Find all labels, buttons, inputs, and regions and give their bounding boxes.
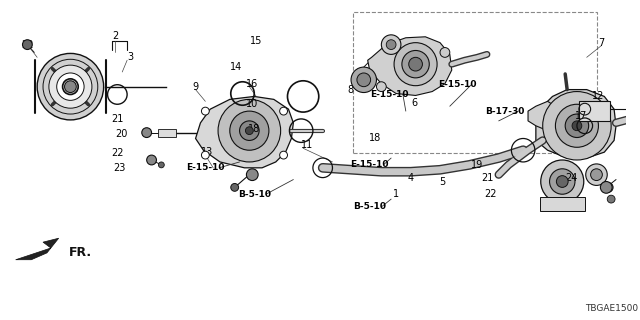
Polygon shape: [528, 101, 556, 131]
Circle shape: [245, 127, 253, 135]
Circle shape: [280, 151, 287, 159]
Circle shape: [543, 92, 611, 160]
Polygon shape: [15, 238, 59, 260]
Circle shape: [409, 57, 422, 71]
Text: 11: 11: [301, 140, 313, 150]
Circle shape: [556, 104, 598, 147]
Text: 1: 1: [393, 189, 399, 199]
Circle shape: [440, 48, 450, 57]
Polygon shape: [196, 96, 293, 168]
Circle shape: [394, 43, 437, 86]
Circle shape: [387, 40, 396, 50]
Text: 18: 18: [248, 124, 260, 134]
Text: B-17-30: B-17-30: [485, 107, 524, 116]
Circle shape: [381, 35, 401, 54]
Circle shape: [147, 155, 156, 165]
Circle shape: [376, 82, 387, 92]
Text: 12: 12: [592, 92, 605, 101]
Text: E-15-10: E-15-10: [350, 160, 389, 169]
Text: B-5-10: B-5-10: [237, 190, 271, 199]
Text: FR.: FR.: [68, 246, 92, 260]
Text: 10: 10: [246, 99, 259, 109]
Text: E-15-10: E-15-10: [370, 90, 408, 99]
Bar: [579, 101, 610, 121]
Text: 21: 21: [481, 172, 493, 183]
Text: 2: 2: [112, 31, 118, 41]
Text: E-15-10: E-15-10: [438, 80, 477, 89]
Text: 7: 7: [598, 38, 605, 48]
Text: 22: 22: [21, 40, 34, 50]
Text: 17: 17: [575, 111, 587, 121]
Circle shape: [572, 121, 582, 131]
Bar: [159, 129, 176, 137]
Text: 13: 13: [201, 147, 213, 157]
Circle shape: [550, 169, 575, 194]
Circle shape: [591, 169, 602, 180]
Circle shape: [565, 114, 589, 138]
Circle shape: [280, 107, 287, 115]
Circle shape: [357, 73, 371, 87]
Text: 5: 5: [439, 178, 445, 188]
Circle shape: [541, 160, 584, 203]
Text: 6: 6: [412, 98, 418, 108]
Text: 22: 22: [484, 189, 497, 199]
Text: E-15-10: E-15-10: [186, 163, 225, 172]
Circle shape: [202, 107, 209, 115]
Circle shape: [231, 183, 239, 191]
Text: 15: 15: [250, 36, 262, 46]
Text: 20: 20: [115, 129, 127, 139]
Polygon shape: [367, 37, 452, 95]
Circle shape: [49, 65, 92, 108]
Circle shape: [57, 73, 84, 100]
Text: 3: 3: [127, 52, 133, 62]
Circle shape: [604, 182, 613, 192]
Circle shape: [239, 121, 259, 140]
Circle shape: [22, 40, 32, 50]
Circle shape: [351, 67, 376, 92]
Circle shape: [63, 79, 78, 94]
Text: 18: 18: [369, 133, 381, 143]
Polygon shape: [536, 90, 616, 158]
Circle shape: [246, 169, 258, 180]
Circle shape: [586, 164, 607, 185]
Circle shape: [202, 151, 209, 159]
Text: 16: 16: [246, 79, 259, 89]
Text: 8: 8: [347, 84, 353, 95]
Text: B-5-10: B-5-10: [353, 203, 386, 212]
Circle shape: [607, 195, 615, 203]
Circle shape: [65, 81, 76, 92]
Bar: [353, 12, 598, 153]
Circle shape: [230, 111, 269, 150]
Circle shape: [159, 162, 164, 168]
Text: 23: 23: [113, 163, 125, 173]
Circle shape: [142, 128, 152, 138]
Circle shape: [556, 176, 568, 188]
Text: 14: 14: [230, 62, 242, 72]
Text: 21: 21: [111, 114, 124, 124]
Text: 9: 9: [193, 82, 198, 92]
Text: 19: 19: [471, 160, 483, 170]
Circle shape: [37, 53, 104, 120]
Text: 24: 24: [565, 172, 577, 183]
Circle shape: [218, 100, 281, 162]
Text: 4: 4: [408, 172, 413, 183]
Bar: [540, 197, 585, 211]
Circle shape: [600, 181, 612, 193]
Circle shape: [402, 51, 429, 78]
Text: TBGAE1500: TBGAE1500: [586, 304, 639, 313]
Text: 22: 22: [111, 148, 124, 158]
